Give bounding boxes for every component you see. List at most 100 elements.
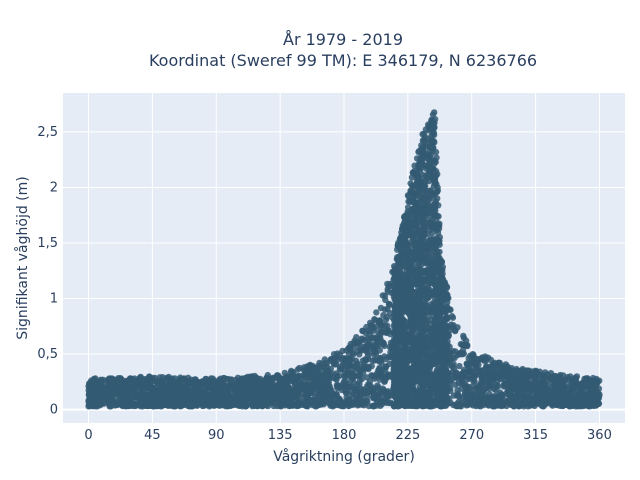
data-point: [344, 396, 352, 403]
data-point: [426, 125, 433, 132]
data-point: [521, 372, 529, 379]
data-point: [428, 230, 436, 237]
data-point: [349, 391, 356, 399]
data-point: [329, 402, 336, 409]
data-point: [501, 396, 508, 404]
data-point: [353, 386, 360, 394]
data-point: [400, 252, 408, 260]
data-point: [428, 253, 435, 260]
data-point: [434, 229, 442, 236]
data-point: [407, 180, 414, 187]
data-point: [319, 372, 326, 379]
data-point: [421, 228, 428, 235]
data-point: [416, 210, 424, 217]
data-point: [559, 389, 566, 396]
data-point: [213, 389, 220, 396]
data-point: [459, 342, 466, 349]
data-point: [370, 327, 377, 334]
data-point: [507, 367, 514, 374]
data-point: [429, 350, 436, 357]
data-point: [423, 317, 431, 324]
data-point: [381, 378, 388, 385]
data-point: [232, 388, 239, 395]
data-point: [181, 388, 189, 396]
data-point: [442, 390, 449, 397]
data-point: [415, 309, 422, 317]
data-point: [396, 271, 404, 278]
data-point: [105, 376, 112, 383]
data-point: [276, 400, 284, 408]
data-point: [410, 222, 417, 229]
data-point: [344, 387, 352, 395]
data-point: [138, 385, 146, 392]
data-point: [227, 376, 235, 384]
data-point: [451, 354, 458, 361]
data-point: [425, 258, 432, 266]
data-point: [424, 294, 431, 302]
data-point: [360, 336, 368, 343]
data-point: [435, 386, 442, 394]
data-point: [530, 370, 537, 377]
data-point: [408, 322, 415, 330]
data-point: [460, 334, 468, 342]
data-point: [303, 396, 311, 403]
data-point: [410, 234, 417, 242]
data-point: [296, 386, 304, 393]
data-point: [361, 388, 368, 395]
data-point: [420, 149, 427, 157]
data-point: [495, 361, 502, 369]
data-point: [398, 377, 406, 385]
data-point: [421, 250, 429, 258]
scatter-points: [85, 109, 603, 410]
data-point: [403, 293, 410, 300]
data-point: [144, 380, 152, 387]
data-point: [225, 401, 232, 408]
data-point: [408, 174, 416, 181]
data-point: [86, 385, 93, 392]
data-point: [400, 317, 408, 325]
data-point: [381, 342, 388, 350]
data-point: [150, 403, 157, 410]
data-point: [434, 184, 441, 191]
data-point: [146, 373, 153, 380]
data-point: [461, 390, 469, 398]
data-point: [194, 401, 201, 409]
data-point: [403, 245, 410, 253]
data-point: [419, 218, 426, 226]
data-point: [559, 381, 566, 389]
data-point: [384, 288, 391, 295]
data-point: [171, 400, 179, 408]
data-point: [346, 359, 353, 367]
data-point: [402, 217, 409, 225]
data-point: [489, 403, 497, 410]
data-point: [539, 377, 547, 384]
data-point: [124, 377, 132, 384]
data-point: [378, 359, 385, 366]
data-point: [370, 402, 377, 410]
data-point: [182, 379, 190, 386]
data-point: [475, 356, 483, 363]
data-point: [469, 402, 477, 409]
data-point: [577, 391, 584, 398]
data-point: [290, 368, 297, 376]
data-point: [338, 400, 346, 407]
data-point: [432, 301, 440, 308]
data-point: [400, 401, 408, 408]
data-point: [523, 385, 531, 393]
data-point: [383, 314, 391, 321]
data-point: [574, 403, 581, 410]
data-point: [406, 357, 414, 364]
data-point: [284, 373, 291, 380]
data-point: [383, 363, 390, 370]
data-point: [111, 388, 119, 395]
data-point: [367, 319, 374, 326]
data-point: [488, 393, 495, 401]
data-point: [402, 224, 409, 232]
data-point: [417, 284, 424, 292]
data-point: [409, 301, 416, 308]
data-point: [309, 397, 316, 404]
data-point: [165, 402, 172, 409]
data-point: [398, 291, 405, 298]
data-point: [212, 396, 219, 403]
data-point: [314, 365, 321, 372]
